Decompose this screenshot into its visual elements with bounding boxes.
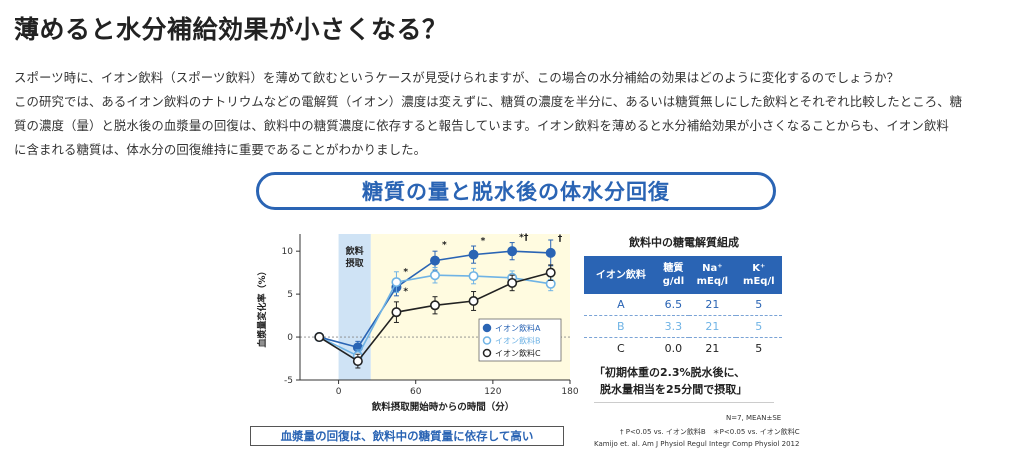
cell-sugar: 6.5 xyxy=(657,294,690,316)
cell-potassium: 5 xyxy=(735,315,782,338)
data-point xyxy=(430,300,441,311)
data-point xyxy=(545,247,556,258)
cell-sodium: 21 xyxy=(689,294,736,316)
header-drink: イオン飲料 xyxy=(584,256,658,294)
data-point xyxy=(430,255,441,266)
plasma-volume-chart: 飲料摂取 -5 0 5 10 0 60 120 180 飲料摂取開始時からの時間（分） 血漿量変化率… xyxy=(256,233,579,413)
y-tick-label: 5 xyxy=(287,290,293,300)
x-axis-label: 飲料摂取開始時からの時間（分） xyxy=(371,401,515,413)
data-point xyxy=(352,356,363,367)
x-tick-label: 120 xyxy=(484,387,501,397)
cell-potassium: 5 xyxy=(735,294,782,316)
intro-line: スポーツ時に、イオン飲料（スポーツ飲料）を薄めて飲むというケースが見受けられます… xyxy=(14,70,900,85)
header-potassium: K⁺ mEq/l xyxy=(735,256,782,294)
conditions-line: 脱水量相当を25分間で摂取」 xyxy=(600,383,748,396)
data-point xyxy=(314,332,325,343)
cell-drink: A xyxy=(584,294,658,316)
cell-sugar: 0.0 xyxy=(664,342,683,355)
significance-marker: * xyxy=(403,267,408,277)
table-row: C 0.0 21 5 xyxy=(584,338,782,360)
significance-marker: *† xyxy=(519,233,529,243)
legend-label: イオン飲料C xyxy=(495,348,541,358)
data-point xyxy=(545,267,556,278)
intake-label: 飲料 xyxy=(345,245,364,257)
conditions-line: 「初期体重の2.3%脱水後に、 xyxy=(594,366,746,379)
intro-line: 質の濃度（量）と脱水後の血漿量の回復は、飲料中の糖質濃度に依存すると報告していま… xyxy=(14,118,949,133)
cell-drink: C xyxy=(616,342,625,355)
note-significance: † P<0.05 vs. イオン飲料B ＊P<0.05 vs. イオン飲料C xyxy=(620,428,800,436)
data-point xyxy=(507,246,518,257)
figure-banner: 糖質の量と脱水後の体水分回復 xyxy=(256,172,776,210)
legend-label: イオン飲料B xyxy=(495,336,541,346)
header-sodium: Na⁺ mEq/l xyxy=(689,256,736,294)
cell-sugar: 3.3 xyxy=(657,315,690,338)
intro-line: に含まれる糖質は、体水分の回復維持に重要であることがわかりました。 xyxy=(14,142,427,157)
note-sample-size: N=7, MEAN±SE xyxy=(726,414,782,422)
data-point xyxy=(391,307,402,318)
legend-marker xyxy=(482,323,492,333)
y-tick-label: -5 xyxy=(284,376,293,386)
significance-marker: * xyxy=(481,236,486,246)
legend-marker xyxy=(482,348,492,358)
x-tick-label: 0 xyxy=(336,387,342,397)
x-tick-label: 180 xyxy=(561,387,578,397)
cell-sodium: 21 xyxy=(689,315,736,338)
legend-label: イオン飲料A xyxy=(495,323,541,333)
data-point xyxy=(391,277,402,288)
intro-paragraph: スポーツ時に、イオン飲料（スポーツ飲料）を薄めて飲むというケースが見受けられます… xyxy=(14,66,1014,162)
significance-marker: † xyxy=(558,234,563,244)
x-tick-label: 60 xyxy=(410,387,422,397)
page-title: 薄めると水分補給効果が小さくなる？ xyxy=(14,15,448,44)
intro-line: この研究では、あるイオン飲料のナトリウムなどの電解質（イオン）濃度は変えずに、糖… xyxy=(14,94,963,109)
significance-marker: * xyxy=(403,287,408,297)
significance-marker: * xyxy=(442,241,447,251)
legend-marker xyxy=(482,336,492,345)
y-tick-label: 0 xyxy=(287,333,293,343)
y-axis-label: 血漿量変化率（%） xyxy=(256,266,268,347)
data-point xyxy=(507,277,518,288)
cell-drink: B xyxy=(584,315,658,338)
data-point xyxy=(468,271,479,282)
data-point xyxy=(468,249,479,260)
table-row: A 6.5 21 5 xyxy=(584,294,782,316)
y-tick-label: 10 xyxy=(282,247,294,257)
note-reference: Kamijo et. al. Am J Physiol Regul Integr… xyxy=(594,440,800,448)
conclusion-caption: 血漿量の回復は、飲料中の糖質量に依存して高い xyxy=(250,426,564,446)
legend-box xyxy=(478,318,562,362)
experiment-conditions: 「初期体重の2.3%脱水後に、 脱水量相当を25分間で摂取」 xyxy=(594,364,774,403)
header-sugar: 糖質 g/dl xyxy=(657,256,690,294)
cell-potassium: 5 xyxy=(755,342,763,355)
data-point xyxy=(430,270,441,281)
table-row: B 3.3 21 5 xyxy=(584,315,782,338)
intake-label: 摂取 xyxy=(346,257,365,269)
electrolyte-table: イオン飲料 糖質 g/dl Na⁺ mEq/l K⁺ mEq/l A 6.5 21 5… xyxy=(584,256,782,359)
table-title: 飲料中の糖電解質組成 xyxy=(629,236,739,249)
data-point xyxy=(468,295,479,306)
cell-sodium: 21 xyxy=(705,342,720,355)
